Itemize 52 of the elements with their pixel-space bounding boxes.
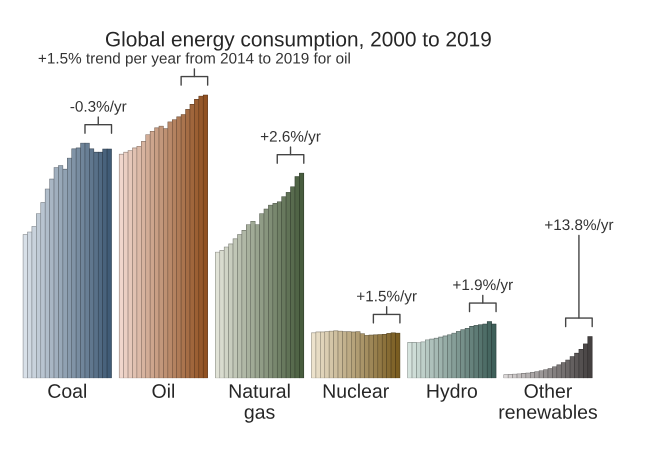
annotation: +1.5%/yr: [357, 290, 417, 304]
bar: [22, 234, 28, 378]
bar: [364, 335, 370, 378]
x-tick-label: Natural gas: [230, 384, 290, 423]
text: +1.5% trend per year from 2014 to 2019 for oil: [38, 52, 350, 67]
bar: [250, 220, 256, 378]
bar: [491, 324, 496, 378]
bar: [118, 154, 124, 378]
bar: [587, 336, 592, 378]
bar: [516, 374, 522, 378]
bar: [158, 126, 164, 378]
bar: [460, 329, 466, 378]
bar: [508, 374, 513, 378]
annotation: +1.9%/yr: [453, 278, 513, 294]
bar: [224, 246, 229, 378]
bar: [128, 150, 133, 378]
bar: [215, 252, 220, 378]
annotation: -0.3%/yr: [70, 100, 126, 115]
bar: [145, 134, 150, 378]
bar: [338, 330, 343, 378]
x-tick-label: Hydro: [427, 384, 477, 402]
bar: [281, 196, 286, 378]
bar: [202, 94, 208, 378]
bar: [71, 148, 76, 378]
annotation: +13.8%/yr: [545, 218, 614, 234]
annotation: +2.6%/yr: [260, 130, 321, 145]
bar: [176, 116, 182, 378]
bar: [412, 342, 417, 378]
bar: [106, 148, 112, 378]
bar: [98, 152, 103, 378]
bar: [219, 250, 224, 378]
bar: [565, 360, 570, 378]
bar: [438, 336, 444, 378]
bar: [311, 332, 316, 378]
bar: [560, 362, 566, 378]
x-tick-label: Coal: [48, 384, 86, 398]
bar: [54, 167, 59, 378]
bar: [456, 331, 461, 378]
bar: [324, 331, 330, 378]
bar: [80, 142, 86, 378]
bar: [395, 332, 400, 378]
x-tick-label: Oil: [152, 384, 174, 398]
bar: [259, 213, 264, 378]
bar: [469, 326, 474, 378]
x-tick-label: Nuclear: [324, 384, 389, 398]
bar: [429, 338, 434, 378]
x-tick-label: Other renewables: [500, 384, 597, 419]
bar: [172, 119, 177, 378]
bar: [382, 334, 387, 378]
bar: [574, 352, 580, 378]
chart-title: Global energy consumption, 2000 to 2019: [106, 31, 491, 51]
bar: [150, 130, 155, 378]
